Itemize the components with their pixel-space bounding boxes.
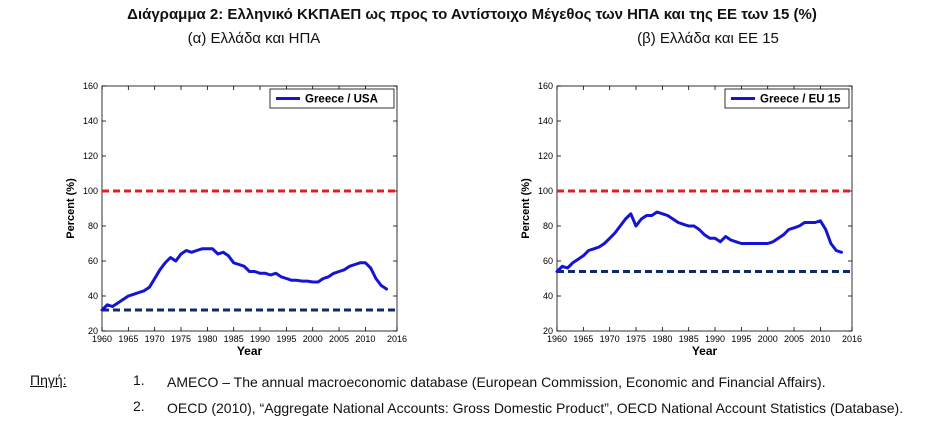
x-tick-label: 1980 [652,334,672,344]
x-axis-label: Year [237,344,263,358]
x-tick-label: 1960 [92,334,112,344]
x-tick-label: 2010 [810,334,830,344]
page-title: Διάγραμμα 2: Ελληνικό ΚΚΠΑΕΠ ως προς το … [127,6,817,23]
x-tick-label: 2005 [784,334,804,344]
y-axis-label: Percent (%) [520,178,532,239]
x-tick-label: 1995 [731,334,751,344]
y-tick-label: 60 [88,256,98,266]
x-tick-label: 2016 [842,334,862,344]
chart-greece-usa: 20 40 60 80 100 120 140 160 1960 1965 1970 1975 1980… [65,81,407,358]
x-tick-label: 1970 [600,334,620,344]
y-tick-label: 100 [83,186,98,196]
x-tick-label: 2005 [329,334,349,344]
x-tick-label: 1990 [250,334,270,344]
x-tick-label: 1975 [626,334,646,344]
series-line [555,210,843,273]
x-tick-label: 1990 [705,334,725,344]
x-tick-label: 1965 [118,334,138,344]
source-text: AMECO – The annual macroeconomic databas… [167,374,826,390]
chart-a-subtitle: (α) Ελλάδα και ΗΠΑ [187,30,321,47]
y-tick-label: 120 [538,151,553,161]
legend-box [724,88,850,109]
y-tick-label: 160 [83,81,98,91]
y-tick-label: 80 [88,221,98,231]
y-tick-label: 40 [543,291,553,301]
x-tick-label: 1995 [276,334,296,344]
y-tick-label: 120 [83,151,98,161]
legend-label: Greece / USA [305,94,378,106]
x-axis-label: Year [692,344,718,358]
y-tick-label: 20 [543,326,553,336]
plot-area [101,85,398,332]
y-tick-label: 80 [543,221,553,231]
y-tick-label: 140 [83,116,98,126]
y-tick-label: 20 [88,326,98,336]
y-tick-label: 160 [538,81,553,91]
y-tick-label: 100 [538,186,553,196]
source-number: 1. [133,372,145,388]
sources-label: Πηγή: [30,372,67,388]
source-text: OECD (2010), “Aggregate National Account… [167,400,904,416]
series-line [100,247,388,312]
chart-b-subtitle: (β) Ελλάδα και ΕΕ 15 [637,30,779,47]
x-tick-label: 2000 [303,334,323,344]
y-axis-label: Percent (%) [65,178,77,239]
y-tick-label: 140 [538,116,553,126]
y-tick-label: 60 [543,256,553,266]
y-tick-label: 40 [88,291,98,301]
x-tick-label: 1985 [679,334,699,344]
legend-box [269,88,395,109]
source-number: 2. [133,398,145,414]
x-tick-label: 1970 [145,334,165,344]
plot-area [556,85,853,332]
x-tick-label: 2000 [758,334,778,344]
x-tick-label: 1965 [573,334,593,344]
x-tick-label: 2010 [355,334,375,344]
x-tick-label: 2016 [387,334,407,344]
x-tick-label: 1980 [197,334,217,344]
x-tick-label: 1985 [224,334,244,344]
x-tick-label: 1960 [547,334,567,344]
chart-greece-eu15: 20 40 60 80 100 120 140 160 1960 1965 1970 1975 1980… [520,81,862,358]
x-tick-label: 1975 [171,334,191,344]
legend-label: Greece / EU 15 [760,94,841,106]
